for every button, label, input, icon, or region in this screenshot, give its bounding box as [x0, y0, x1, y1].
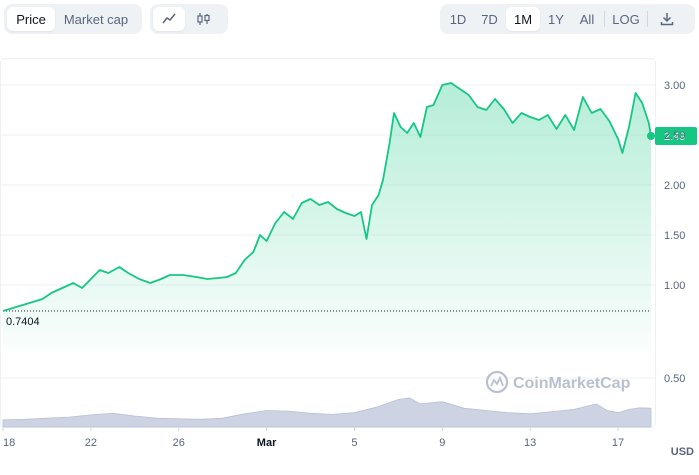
y-tick-label: 1.00 — [664, 280, 685, 292]
range-toggle: 1D 7D 1M 1Y All LOG — [440, 4, 695, 34]
price-line — [2, 82, 652, 312]
toolbar-divider — [647, 11, 648, 27]
current-price-dot — [647, 132, 655, 140]
chart-frame — [0, 58, 656, 428]
chart-toolbar: Price Market cap 1D 7D 1M 1Y All LOG — [0, 0, 699, 40]
baseline-label: 0.7404 — [6, 316, 40, 328]
x-tick-label: Mar — [257, 437, 277, 449]
range-all[interactable]: All — [579, 11, 595, 27]
x-tick-label: 17 — [612, 437, 624, 449]
y-tick-label: 0.50 — [664, 373, 685, 385]
x-tick-label: 9 — [439, 437, 445, 449]
log-scale-button[interactable]: LOG — [612, 11, 640, 27]
tab-market-cap[interactable]: Market cap — [63, 11, 129, 27]
tab-price[interactable]: Price — [7, 7, 55, 31]
volume-area — [2, 397, 652, 428]
candlestick-icon[interactable] — [185, 7, 223, 31]
y-tick-label: 1.50 — [664, 230, 685, 242]
currency-unit-label: USD — [670, 446, 694, 458]
range-1y[interactable]: 1Y — [548, 11, 564, 27]
line-chart-icon[interactable] — [153, 7, 185, 31]
range-1d[interactable]: 1D — [449, 11, 467, 27]
y-tick-label: 2.50 — [664, 130, 685, 142]
x-tick-label: 5 — [351, 437, 357, 449]
x-tick-label: 18 — [3, 437, 15, 449]
watermark-text: CoinMarketCap — [513, 375, 631, 392]
range-7d[interactable]: 7D — [481, 11, 498, 27]
x-tick-label: 13 — [524, 437, 536, 449]
current-price-label: 2.49 — [664, 131, 685, 143]
metric-toggle: Price Market cap — [4, 4, 142, 34]
download-icon[interactable] — [650, 7, 684, 31]
toolbar-divider — [604, 11, 605, 27]
price-area — [3, 83, 651, 352]
coinmarketcap-watermark — [485, 370, 509, 394]
x-tick-label: 22 — [85, 437, 97, 449]
range-1m[interactable]: 1M — [506, 7, 540, 31]
y-tick-label: 3.00 — [664, 80, 685, 92]
y-tick-label: 2.00 — [664, 180, 685, 192]
x-tick-label: 26 — [173, 437, 185, 449]
current-price-badge — [655, 127, 697, 145]
chart-type-toggle — [150, 4, 228, 34]
